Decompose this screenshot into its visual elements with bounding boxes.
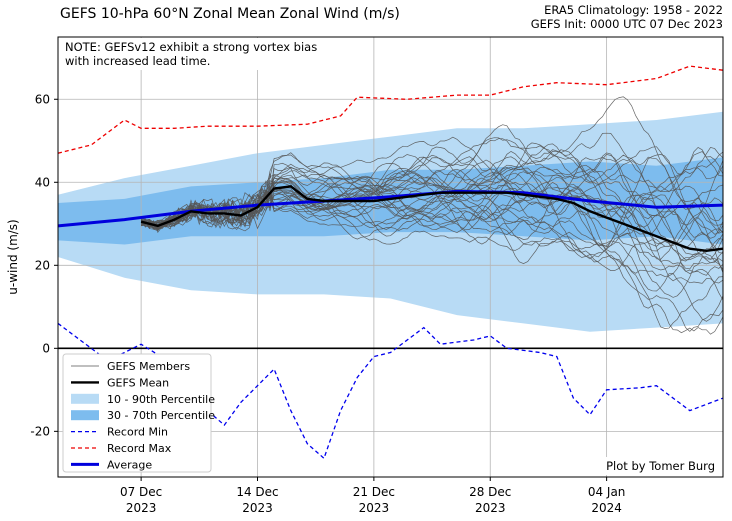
legend-label: Record Max — [107, 442, 172, 455]
record-max-line — [58, 65, 723, 154]
legend-label: Average — [107, 458, 152, 471]
x-tick-label: 14 Dec — [236, 485, 278, 499]
credit-text: Plot by Tomer Burg — [606, 459, 715, 473]
ensemble-member-line — [140, 163, 723, 260]
legend-label: Record Min — [107, 426, 168, 439]
x-tick-label: 28 Dec — [469, 485, 511, 499]
y-tick-label: 0 — [42, 341, 50, 355]
ensemble-member-line — [141, 162, 723, 236]
x-tick-label: 07 Dec — [120, 485, 162, 499]
y-tick-label: 60 — [35, 92, 50, 106]
x-tick-label: 04 Jan — [588, 485, 626, 499]
gefs-mean-line — [140, 185, 723, 253]
legend: GEFS Members GEFS Mean 10 - 90th Percentil… — [62, 353, 215, 473]
x-tick-year: 2023 — [242, 501, 273, 515]
series-lines — [58, 65, 723, 460]
annotations: NOTE: GEFSv12 exhibit a strong vortex bi… — [59, 38, 721, 475]
legend-label: 10 - 90th Percentile — [107, 393, 215, 406]
legend-swatch — [71, 393, 99, 404]
legend-label: GEFS Mean — [107, 376, 169, 389]
ensemble-member-line — [140, 192, 723, 335]
ensemble-member-line — [140, 154, 723, 260]
legend-box — [62, 353, 212, 473]
ensemble-member-line — [140, 132, 723, 235]
legend-swatch — [71, 410, 99, 421]
x-tick-year: 2023 — [475, 501, 506, 515]
note-text: NOTE: GEFSv12 exhibit a strong vortex bi… — [65, 40, 317, 54]
y-tick-label: 20 — [35, 258, 50, 272]
ensemble-member-line — [141, 150, 723, 276]
note-box — [59, 38, 313, 70]
legend-label: GEFS Members — [107, 360, 190, 373]
ensemble-member-line — [141, 159, 723, 271]
x-tick-year: 2023 — [126, 501, 157, 515]
chart-title: GEFS 10-hPa 60°N Zonal Mean Zonal Wind (… — [60, 6, 400, 22]
y-axis-label: u-wind (m/s) — [6, 219, 20, 294]
init-label: GEFS Init: 0000 UTC 07 Dec 2023 — [530, 17, 723, 31]
y-tick-label: -20 — [30, 424, 50, 438]
x-tick-year: 2024 — [591, 501, 622, 515]
plot-frame — [57, 36, 724, 478]
credit-box — [603, 457, 721, 475]
x-tick-year: 2023 — [359, 501, 390, 515]
chart-info: ERA5 Climatology: 1958 - 2022 GEFS Init:… — [531, 3, 723, 31]
ensemble-member-line — [141, 190, 723, 274]
ensemble-member-line — [140, 146, 723, 228]
y-tick-label: 40 — [35, 175, 50, 189]
climatology-label: ERA5 Climatology: 1958 - 2022 — [544, 3, 723, 17]
note-text: with increased lead time. — [65, 54, 210, 68]
x-tick-label: 21 Dec — [353, 485, 395, 499]
average-line — [58, 189, 723, 228]
axes: -20 0 20 40 60 u-wind (m/s) 07 Dec 2023 14 Dec 20… — [6, 36, 724, 515]
legend-label: 30 - 70th Percentile — [107, 409, 215, 422]
